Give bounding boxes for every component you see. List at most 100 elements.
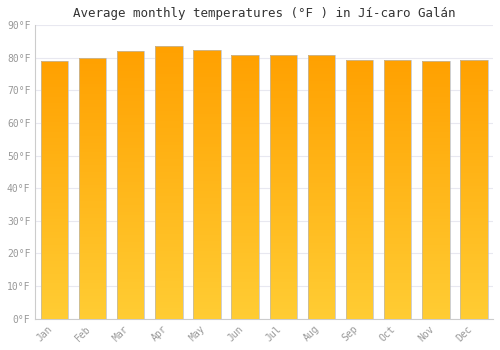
Bar xyxy=(308,282,335,286)
Bar xyxy=(193,268,220,272)
Bar xyxy=(384,280,411,283)
Bar xyxy=(40,248,68,251)
Bar xyxy=(308,230,335,233)
Bar xyxy=(232,262,259,266)
Bar xyxy=(232,88,259,91)
Bar xyxy=(117,229,144,232)
Bar xyxy=(422,315,450,318)
Bar xyxy=(155,138,182,142)
Bar xyxy=(460,140,487,144)
Bar xyxy=(193,70,220,73)
Bar xyxy=(232,187,259,190)
Bar xyxy=(270,131,297,134)
Bar xyxy=(308,269,335,272)
Bar xyxy=(155,80,182,84)
Bar xyxy=(346,280,374,283)
Bar xyxy=(79,126,106,130)
Bar xyxy=(270,216,297,220)
Bar xyxy=(193,127,220,131)
Bar xyxy=(270,111,297,114)
Bar xyxy=(308,64,335,68)
Bar xyxy=(232,193,259,197)
Bar xyxy=(308,101,335,104)
Bar xyxy=(270,55,297,58)
Bar xyxy=(232,167,259,170)
Bar xyxy=(270,144,297,147)
Bar xyxy=(460,153,487,157)
Bar xyxy=(460,225,487,228)
Bar xyxy=(232,223,259,226)
Bar xyxy=(117,272,144,275)
Bar xyxy=(155,257,182,261)
Bar xyxy=(79,302,106,306)
Bar xyxy=(79,152,106,156)
Bar xyxy=(346,199,374,202)
Bar xyxy=(193,131,220,134)
Bar xyxy=(79,172,106,175)
Bar xyxy=(384,176,411,179)
Bar xyxy=(155,298,182,302)
Bar xyxy=(117,51,144,318)
Bar xyxy=(232,114,259,117)
Bar xyxy=(384,189,411,192)
Bar xyxy=(79,90,106,94)
Bar xyxy=(40,258,68,261)
Bar xyxy=(270,249,297,253)
Bar xyxy=(79,263,106,266)
Bar xyxy=(193,221,220,225)
Bar xyxy=(270,253,297,256)
Bar xyxy=(308,312,335,315)
Bar xyxy=(346,231,374,235)
Bar xyxy=(155,176,182,179)
Bar xyxy=(40,68,68,71)
Bar xyxy=(79,71,106,74)
Bar xyxy=(193,50,220,318)
Bar xyxy=(155,244,182,247)
Bar xyxy=(117,51,144,55)
Bar xyxy=(155,288,182,292)
Bar xyxy=(346,85,374,89)
Bar xyxy=(79,204,106,208)
Bar xyxy=(155,189,182,193)
Bar xyxy=(308,134,335,137)
Bar xyxy=(346,89,374,92)
Bar xyxy=(232,107,259,111)
Bar xyxy=(155,305,182,308)
Bar xyxy=(232,233,259,236)
Bar xyxy=(193,117,220,120)
Bar xyxy=(270,272,297,276)
Bar xyxy=(270,75,297,78)
Bar xyxy=(232,163,259,167)
Bar xyxy=(384,270,411,273)
Bar xyxy=(460,315,487,318)
Bar xyxy=(193,77,220,80)
Bar xyxy=(117,165,144,168)
Bar xyxy=(117,82,144,85)
Bar xyxy=(460,108,487,111)
Bar xyxy=(384,150,411,153)
Bar xyxy=(40,193,68,196)
Bar xyxy=(422,309,450,312)
Bar xyxy=(460,173,487,176)
Bar xyxy=(422,216,450,219)
Bar xyxy=(308,107,335,111)
Bar xyxy=(40,299,68,302)
Bar xyxy=(193,215,220,218)
Bar xyxy=(79,185,106,188)
Bar xyxy=(117,141,144,145)
Bar xyxy=(79,228,106,231)
Bar xyxy=(40,245,68,248)
Bar xyxy=(232,84,259,88)
Bar xyxy=(232,137,259,140)
Bar xyxy=(193,231,220,235)
Bar xyxy=(460,170,487,173)
Bar xyxy=(193,53,220,56)
Bar xyxy=(155,278,182,281)
Bar xyxy=(346,76,374,79)
Bar xyxy=(232,239,259,243)
Bar xyxy=(422,126,450,129)
Bar xyxy=(193,154,220,157)
Bar xyxy=(308,180,335,183)
Bar xyxy=(79,253,106,257)
Bar xyxy=(40,203,68,206)
